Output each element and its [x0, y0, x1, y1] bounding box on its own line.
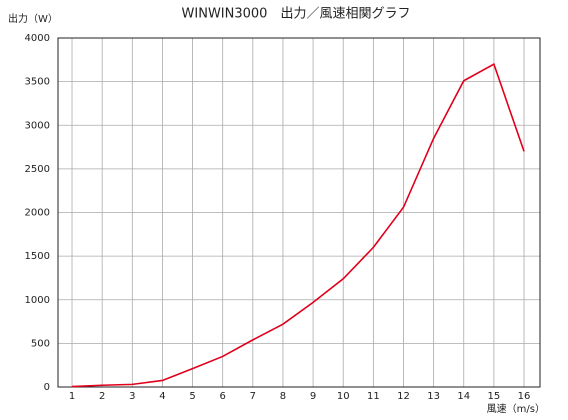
x-axis-label: 風速（m/s）: [487, 403, 545, 415]
x-tick-label: 13: [427, 391, 440, 402]
y-tick-label: 500: [31, 338, 50, 349]
x-tick-label: 1: [69, 391, 75, 402]
x-tick-label: 10: [337, 391, 350, 402]
x-tick-label: 16: [518, 391, 531, 402]
y-tick-label: 3500: [25, 77, 50, 88]
y-tick-label: 3000: [25, 120, 50, 131]
y-tick-label: 1000: [25, 295, 50, 306]
data-line: [71, 63, 525, 388]
x-tick-label: 4: [159, 391, 165, 402]
x-tick-label: 14: [457, 391, 470, 402]
x-tick-label: 9: [310, 391, 316, 402]
y-tick-label: 4000: [25, 33, 50, 44]
y-tick-label: 1500: [25, 251, 50, 262]
x-tick-label: 3: [129, 391, 135, 402]
x-tick-label: 7: [250, 391, 256, 402]
y-tick-label: 2000: [25, 208, 50, 219]
plot-frame: [57, 37, 541, 388]
x-tick-label: 6: [219, 391, 225, 402]
x-tick-label: 15: [488, 391, 501, 402]
chart-title: WINWIN3000 出力／風速相関グラフ: [182, 7, 411, 22]
x-tick-label: 2: [99, 391, 105, 402]
y-tick-label: 2500: [25, 164, 50, 175]
x-tick-label: 11: [367, 391, 380, 402]
y-axis-label: 出力（W）: [8, 12, 58, 25]
x-tick-label: 8: [280, 391, 286, 402]
x-tick-label: 12: [397, 391, 410, 402]
y-tick-label: 0: [44, 382, 50, 393]
x-tick-label: 5: [189, 391, 195, 402]
